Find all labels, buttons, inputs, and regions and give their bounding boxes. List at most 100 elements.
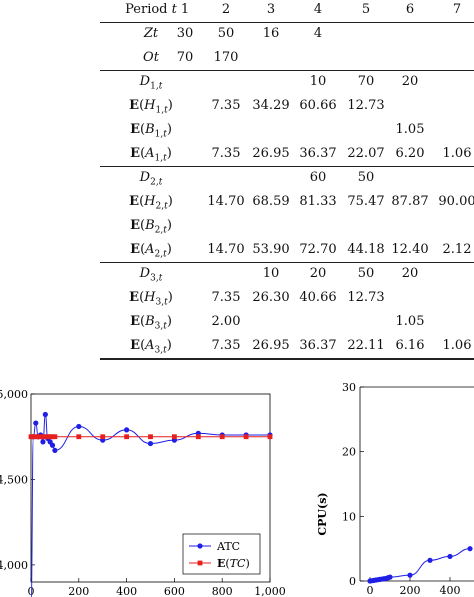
atc-point: [124, 427, 130, 433]
x-tick-label: 200: [400, 584, 421, 597]
table-cell: 26.30: [252, 290, 290, 305]
table-cell: 50: [357, 170, 375, 185]
x-tick-label: 0: [28, 585, 35, 597]
row-label: E(H1,t): [129, 98, 173, 116]
table-cell: 7.35: [211, 290, 241, 305]
table-cell: 70: [357, 74, 375, 89]
table-cell: 87.87: [391, 194, 429, 209]
table-cell: 22.11: [347, 338, 385, 353]
etc-point: [243, 434, 249, 440]
table-cell: 14.70: [207, 194, 245, 209]
legend-label-var: TC: [230, 557, 246, 570]
atc-point: [42, 411, 48, 418]
table-cell: 60: [309, 170, 327, 185]
period-header-cell: 6: [405, 2, 415, 17]
x-tick-label: 600: [164, 585, 185, 597]
legend-marker: [197, 560, 203, 566]
row-label: Zt: [143, 26, 159, 41]
y-tick-label: 4,500: [0, 473, 28, 486]
row-label: E(A1,t): [130, 146, 172, 164]
legend-box: [182, 533, 261, 575]
legend-label: E(TC): [217, 557, 250, 570]
table-cell: 1.06: [442, 146, 472, 161]
etc-point: [219, 434, 225, 440]
x-tick-label: 400: [440, 584, 461, 597]
period-header-cell: 4: [313, 2, 323, 17]
row-label: E(H2,t): [129, 194, 173, 212]
table-cell: 12.73: [347, 98, 385, 113]
table-cell: 2.00: [211, 314, 241, 329]
table-cell: 12.73: [347, 290, 385, 305]
period-header-cell: 1: [180, 2, 190, 17]
table-cell: 40.66: [299, 290, 337, 305]
table-cell: 20: [401, 74, 419, 89]
table-cell: 2.12: [442, 242, 472, 257]
etc-point: [267, 434, 273, 440]
y-tick-label: 0: [349, 575, 356, 588]
x-tick-label: 800: [212, 585, 233, 597]
row-label: E(B1,t): [130, 122, 172, 140]
table-cell: 170: [213, 50, 239, 65]
table-rule: [100, 262, 474, 263]
x-tick-label: 0: [367, 584, 374, 597]
period-header-label: Period t: [125, 2, 177, 17]
atc-point: [52, 447, 58, 453]
y-tick-label: 10: [342, 510, 356, 523]
table-cell: 1.06: [442, 338, 472, 353]
table-cell: 20: [309, 266, 327, 281]
table-cell: 50: [357, 266, 375, 281]
table-cell: 70: [176, 50, 194, 65]
x-tick-label: 1,000: [254, 585, 286, 597]
table-cell: 4: [313, 26, 323, 41]
table-cell: 14.70: [207, 242, 245, 257]
table-cell: 36.37: [299, 338, 337, 353]
plot-frame: [30, 393, 271, 583]
atc-point: [76, 423, 82, 430]
table-cell: 7.35: [211, 146, 241, 161]
cpu-point: [467, 546, 473, 552]
table-cell: 10: [309, 74, 327, 89]
table-cell: 50: [217, 26, 235, 41]
x-tick-label: 200: [68, 585, 89, 597]
table-rule: [100, 358, 474, 360]
y-tick-label: 5,000: [0, 388, 28, 401]
cpu-point: [387, 574, 393, 580]
etc-point: [100, 434, 106, 440]
table-cell: 36.37: [299, 146, 337, 161]
table-cell: 1.05: [395, 122, 425, 137]
table-rule: [100, 22, 474, 23]
table-cell: 6.16: [395, 338, 425, 353]
atc-point: [33, 420, 39, 426]
row-label: E(H3,t): [129, 290, 173, 308]
legend-label-e: E: [217, 557, 225, 570]
etc-point: [124, 434, 129, 440]
etc-point: [76, 434, 82, 440]
cpu-point: [447, 553, 453, 560]
row-label: D1,t: [139, 74, 163, 92]
table-cell: 26.95: [252, 338, 290, 353]
period-header-cell: 7: [452, 2, 462, 17]
row-label: D3,t: [139, 266, 163, 284]
legend-label-paren: ): [245, 557, 249, 570]
period-header-cell: 5: [361, 2, 371, 17]
cpu-point: [427, 557, 433, 563]
legend-label-paren: (: [225, 557, 229, 570]
table-cell: 1.05: [395, 314, 425, 329]
table-cell: 90.00: [438, 194, 474, 209]
etc-point: [52, 434, 58, 440]
atc-point: [49, 442, 56, 448]
y-tick-label: 20: [342, 446, 356, 459]
table-cell: 81.33: [299, 194, 337, 209]
table-cell: 6.20: [395, 146, 425, 161]
table-cell: 12.40: [391, 242, 429, 257]
results-table: Period t 1 2 3 4 5 6 7 Zt 30 50 16 4 Ot 70 170 D1,t 10 70 2…: [100, 2, 474, 360]
y-axis-label: CPU(s): [316, 492, 329, 535]
cpu-time-chart: 0 10 20 30 0 200 400 CPU(s): [316, 381, 474, 597]
table-cell: 75.47: [347, 194, 385, 209]
row-label: E(A3,t): [130, 338, 172, 356]
atc-point: [147, 440, 154, 447]
table-cell: 20: [401, 266, 419, 281]
table-rule: [100, 70, 474, 71]
row-label: D2,t: [139, 170, 163, 188]
table-rule: [100, 166, 474, 167]
